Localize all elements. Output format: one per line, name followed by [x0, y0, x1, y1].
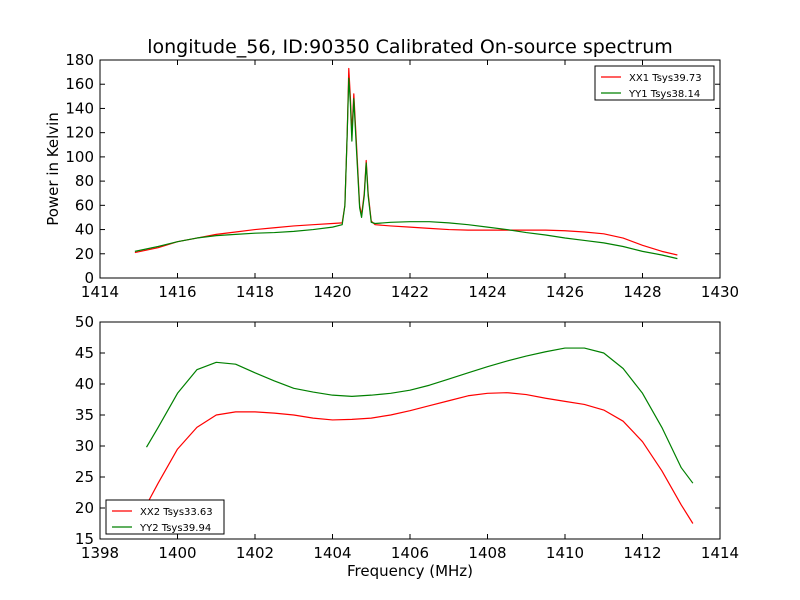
- y-tick-label: 80: [75, 172, 94, 190]
- legend-entry: YY1 Tsys38.14: [628, 89, 700, 100]
- legend-entry: XX1 Tsys39.73: [629, 73, 702, 84]
- y-tick-label: 25: [75, 468, 94, 486]
- top-plot: 1414 1416 1418 1420 1422 1424 1426 1428 1430 0 20 4…: [65, 51, 739, 301]
- x-tick-label: 1422: [391, 283, 429, 301]
- y-tick-label: 180: [65, 51, 94, 69]
- x-tick-label: 1400: [158, 544, 196, 562]
- y-tick-label: 45: [75, 344, 94, 362]
- legend: XX2 Tsys33.63 YY2 Tsys39.94: [105, 499, 225, 535]
- y-tick-label: 20: [75, 499, 94, 517]
- y-tick-label: 50: [75, 313, 94, 331]
- x-tick-label: 1408: [468, 544, 506, 562]
- x-tick-label: 1428: [623, 283, 661, 301]
- y-tick-label: 140: [65, 99, 94, 117]
- top-ylabel: Power in Kelvin: [44, 112, 62, 226]
- x-tick-label: 1414: [81, 283, 119, 301]
- y-tick-label: 30: [75, 437, 94, 455]
- x-tick-label: 1426: [546, 283, 584, 301]
- y-tick-label: 40: [75, 221, 94, 239]
- x-tick-label: 1404: [313, 544, 351, 562]
- legend-entry: XX2 Tsys33.63: [140, 507, 213, 518]
- y-tick-label: 15: [75, 530, 94, 548]
- x-tick-label: 1406: [391, 544, 429, 562]
- y-tick-label: 120: [65, 124, 94, 142]
- x-tick-label: 1414: [701, 544, 739, 562]
- x-tick-label: 1398: [81, 544, 119, 562]
- bottom-xlabel: Frequency (MHz): [347, 562, 473, 580]
- x-tick-label: 1412: [623, 544, 661, 562]
- x-tick-label: 1420: [313, 283, 351, 301]
- legend: XX1 Tsys39.73 YY1 Tsys38.14: [594, 65, 715, 101]
- x-tick-label: 1424: [468, 283, 506, 301]
- chart-title: longitude_56, ID:90350 Calibrated On-sou…: [147, 36, 673, 58]
- legend-box: [105, 499, 225, 535]
- y-tick-label: 0: [84, 269, 94, 287]
- x-tick-label: 1402: [236, 544, 274, 562]
- y-tick-label: 40: [75, 375, 94, 393]
- legend-box: [594, 65, 715, 101]
- y-tick-label: 20: [75, 245, 94, 263]
- series-line-bottom-1: [145, 347, 694, 484]
- series-line-bottom-0: [145, 392, 694, 524]
- y-tick-label: 160: [65, 75, 94, 93]
- y-tick-label: 60: [75, 196, 94, 214]
- series-line-top-1: [134, 77, 678, 260]
- x-tick-label: 1416: [158, 283, 196, 301]
- x-tick-label: 1410: [546, 544, 584, 562]
- legend-entry: YY2 Tsys39.94: [139, 523, 211, 534]
- x-tick-label: 1430: [701, 283, 739, 301]
- x-tick-label: 1418: [236, 283, 274, 301]
- bottom-plot: 1398 1400 1402 1404 1406 1408 1410 1412 1414 15 20…: [75, 313, 739, 562]
- y-tick-label: 35: [75, 406, 94, 424]
- y-tick-label: 100: [65, 148, 94, 166]
